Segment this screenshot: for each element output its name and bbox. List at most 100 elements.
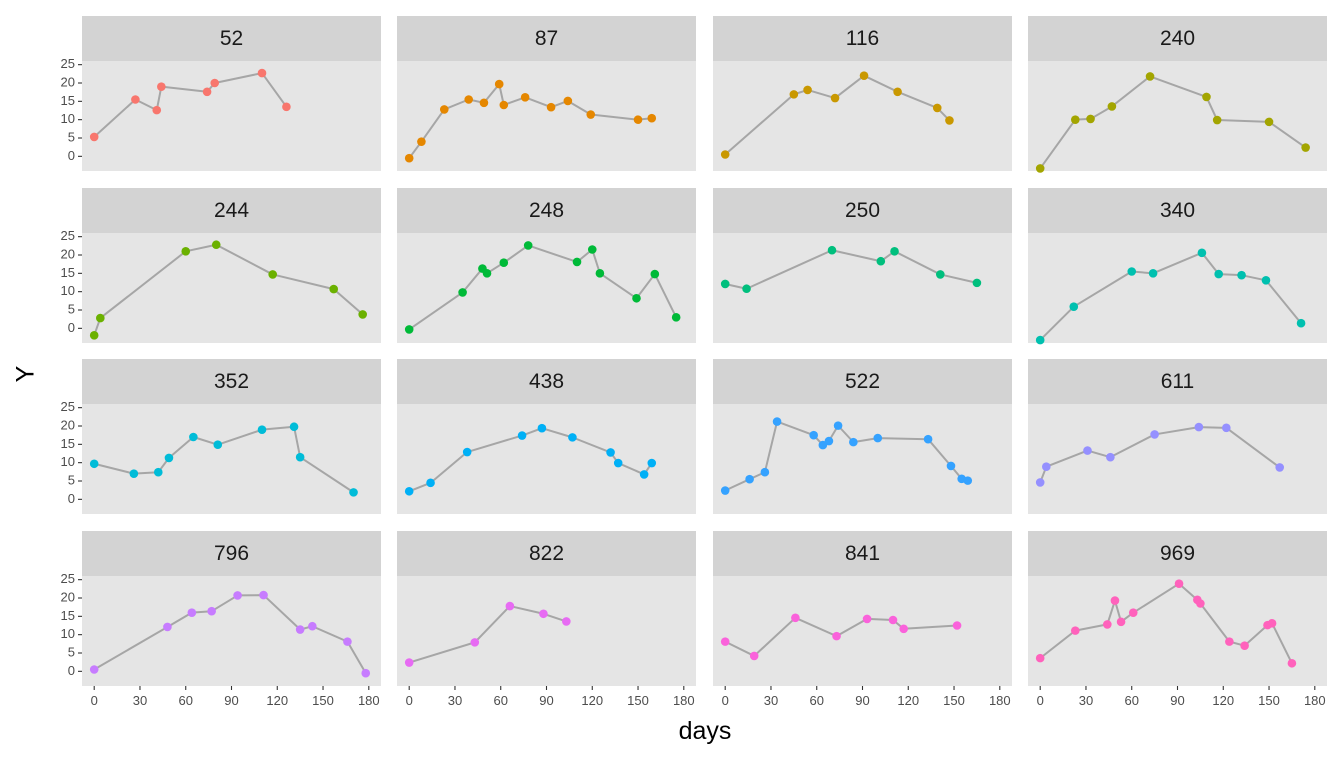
- facet-strip: [1028, 188, 1327, 233]
- data-point: [153, 467, 163, 477]
- data-point: [1267, 619, 1277, 628]
- y-tick-label: 0: [68, 320, 75, 335]
- data-point: [720, 279, 730, 289]
- y-tick-label: 10: [61, 111, 75, 126]
- data-point: [404, 486, 414, 496]
- data-point: [207, 606, 216, 616]
- data-point: [1222, 423, 1231, 433]
- data-point: [404, 325, 414, 334]
- data-point: [1070, 626, 1080, 635]
- y-tick-label: 15: [61, 436, 75, 451]
- y-tick-label: 25: [61, 228, 75, 243]
- data-point: [329, 284, 339, 294]
- y-tick-label: 20: [61, 74, 75, 89]
- data-point: [482, 269, 492, 278]
- facet-strip: [397, 531, 696, 576]
- x-tick-label: 0: [406, 693, 413, 708]
- y-tick-label: 5: [68, 129, 75, 144]
- data-point: [289, 422, 299, 432]
- data-point: [873, 433, 883, 443]
- x-tick-label: 30: [448, 693, 462, 708]
- data-point: [462, 447, 472, 457]
- data-point: [1035, 164, 1045, 173]
- data-point: [1150, 430, 1159, 439]
- facet-panel-background: [713, 404, 1012, 514]
- data-point: [129, 469, 139, 478]
- data-point: [1107, 102, 1117, 111]
- data-point: [505, 601, 515, 611]
- data-point: [830, 93, 840, 103]
- data-point: [295, 452, 305, 462]
- data-point: [164, 453, 174, 463]
- x-tick-label: 90: [224, 693, 238, 708]
- data-point: [89, 331, 99, 340]
- data-point: [417, 137, 426, 146]
- data-point: [404, 153, 414, 163]
- y-tick-label: 5: [68, 644, 75, 659]
- data-point: [1042, 462, 1051, 472]
- x-tick-label: 30: [764, 693, 778, 708]
- y-axis-title: Y: [12, 365, 40, 382]
- facet-strip: [1028, 531, 1327, 576]
- facet-strip-label: 244: [214, 199, 249, 222]
- x-tick-label: 60: [494, 693, 508, 708]
- x-tick-label: 90: [855, 693, 869, 708]
- data-point: [952, 621, 962, 630]
- data-point: [633, 115, 643, 124]
- x-tick-label: 0: [1037, 693, 1044, 708]
- data-point: [259, 590, 268, 600]
- facet-strip: [1028, 16, 1327, 61]
- x-tick-label: 30: [1079, 693, 1093, 708]
- data-point: [963, 476, 973, 485]
- data-point: [742, 284, 751, 294]
- facet-strip: [713, 16, 1012, 61]
- data-point: [1264, 117, 1274, 127]
- data-point: [849, 437, 858, 447]
- y-tick-label: 10: [61, 283, 75, 298]
- data-point: [1083, 446, 1092, 455]
- y-tick-label: 10: [61, 454, 75, 469]
- data-point: [562, 617, 571, 626]
- data-point: [1301, 143, 1310, 152]
- data-point: [361, 668, 371, 678]
- y-tick-label: 15: [61, 93, 75, 108]
- data-point: [1261, 276, 1271, 285]
- y-tick-label: 20: [61, 246, 75, 261]
- data-point: [499, 258, 509, 268]
- facet-611: 611: [1028, 359, 1327, 514]
- data-point: [89, 459, 99, 469]
- data-point: [1275, 463, 1285, 472]
- data-point: [439, 105, 449, 114]
- x-tick-label: 180: [358, 693, 380, 708]
- x-tick-label: 150: [1258, 693, 1280, 708]
- data-point: [859, 71, 869, 80]
- x-tick-label: 120: [1212, 693, 1234, 708]
- x-axis-title: days: [679, 717, 732, 745]
- data-point: [1103, 620, 1112, 629]
- data-point: [789, 90, 799, 99]
- data-point: [1086, 114, 1095, 124]
- data-point: [827, 245, 837, 255]
- x-tick-label: 180: [673, 693, 695, 708]
- series-line: [93, 425, 355, 494]
- data-point: [1106, 452, 1115, 462]
- data-point: [639, 470, 649, 479]
- data-point: [568, 433, 577, 442]
- x-tick-label: 120: [266, 693, 288, 708]
- y-tick-label: 25: [61, 571, 75, 586]
- facet-strip-label: 87: [535, 27, 558, 50]
- data-point: [308, 621, 317, 631]
- y-tick-label: 25: [61, 56, 75, 71]
- data-point: [187, 608, 197, 617]
- facet-strip-label: 438: [529, 370, 564, 393]
- data-point: [586, 110, 596, 119]
- facet-panel-background: [82, 61, 381, 171]
- facet-244: 244 0 5 10 15 20 25: [61, 188, 381, 343]
- data-point: [1035, 335, 1045, 345]
- data-point: [606, 448, 615, 457]
- facet-352: 352 0 5 10 15 20 25: [61, 359, 381, 514]
- data-point: [893, 87, 902, 97]
- series-line: [93, 594, 367, 674]
- data-point: [572, 257, 582, 267]
- facet-248: 248: [397, 188, 696, 343]
